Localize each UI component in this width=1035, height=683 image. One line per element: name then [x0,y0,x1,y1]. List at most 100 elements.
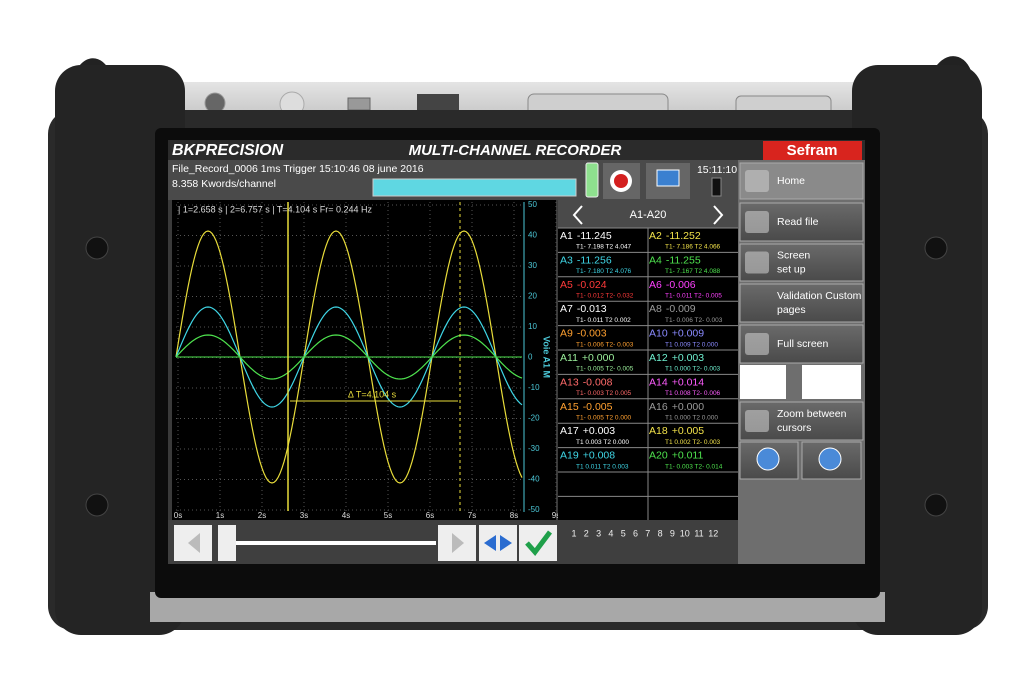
x-tick-label: 9s [552,511,560,520]
page-number[interactable]: 2 [584,528,589,538]
arrow-icon [452,533,464,553]
channel-value: +0.003 [583,425,616,437]
zoom-in-icon [818,447,842,471]
channel-reading: A6 -0.006 [649,279,696,291]
channel-value: -11.252 [666,230,701,242]
channel-name: A15 [560,401,579,413]
menu-icon [745,211,769,233]
group-nav [558,200,738,228]
menu-button[interactable] [739,283,864,323]
channel-cursors: T1- 0.003 T2- 0.014 [665,463,723,470]
x-tick-label: 0s [174,511,182,520]
channel-reading: A17 +0.003 [560,425,615,437]
channel-value: -0.024 [577,279,607,291]
channel-name: A14 [649,376,668,388]
channel-name: A3 [560,254,573,266]
channel-reading: A1 -11.245 [560,230,612,242]
usb-port [347,97,371,111]
menu-icon [745,170,769,192]
battery [585,162,599,198]
x-tick-label: 2s [258,511,266,520]
y-tick-label: 50 [528,200,537,209]
channel-value: +0.014 [672,376,705,388]
page-number[interactable]: 7 [645,528,650,538]
channel-cursors: T1 0.000 T2 0.000 [665,415,718,422]
arrow-icon [188,533,200,553]
x-tick-label: 7s [468,511,476,520]
channel-value: +0.000 [672,401,705,413]
channel-cursors: T1- 0.012 T2- 0.032 [576,293,634,300]
x-tick-label: 3s [300,511,308,520]
clock: 15:11:10 [697,164,737,176]
channel-cursors: T1- 0.003 T2 0.005 [576,390,632,397]
channel-reading: A18 +0.005 [649,425,704,437]
channel-cursors: T1- 7.198 T2 4.047 [576,244,632,251]
channel-name: A7 [560,303,573,315]
channel-value: -11.256 [577,254,612,266]
side-bumper [55,65,185,635]
page-bar [558,520,738,564]
channel-reading: A11 +0.000 [560,352,614,364]
zoom-out-icon [756,447,780,471]
channel-cursors: T1- 0.011 T2 0.002 [576,317,631,324]
channel-cursors: T1 0.000 T2- 0.003 [665,366,721,373]
menu-label: cursors [777,422,811,434]
channel-name: A13 [560,376,579,388]
y-tick-label: -20 [528,414,540,423]
validate-button[interactable] [519,525,557,561]
channel-name: A6 [649,279,662,291]
channel-value: +0.011 [672,449,704,461]
page-number[interactable]: 8 [658,528,663,538]
channel-cursors: T1 0.011 T2 0.003 [576,463,629,470]
menu-button[interactable] [740,365,786,399]
channel-value: +0.009 [672,327,705,339]
page-number[interactable]: 10 [680,528,690,538]
channel-reading: A12 +0.003 [649,352,704,364]
y-tick-label: -30 [528,444,540,453]
channel-name: A2 [649,230,662,242]
page-number[interactable]: 5 [621,528,626,538]
status-text: File_Record_0006 1ms Trigger 15:10:46 08… [172,163,424,175]
channel-cursors: T1- 7.180 T2 4.076 [576,268,632,275]
channel-cursors: T1- 0.005 T2- 0.005 [576,366,634,373]
channel-value: -0.006 [666,279,696,291]
channel-name: A16 [649,401,668,413]
prev-group[interactable] [572,205,583,225]
channel-value: +0.008 [583,449,616,461]
channel-reading: A13 -0.008 [560,376,613,388]
menu-label: Validation Custom [777,290,862,302]
slider-thumb[interactable] [218,525,236,561]
channel-cursors: T1 0.009 T2 0.000 [665,341,718,348]
channel-value: -0.003 [577,327,607,339]
page-number[interactable]: 1 [571,528,576,538]
channel-value: -11.255 [666,254,701,266]
page-number[interactable]: 9 [670,528,675,538]
slider-track [236,541,436,545]
page-number[interactable]: 6 [633,528,638,538]
x-tick-label: 6s [426,511,434,520]
y-tick-label: -40 [528,475,540,484]
y-tick-label: 30 [528,261,537,270]
page-number[interactable]: 3 [596,528,601,538]
menu-label: Zoom between [777,408,847,420]
group-label: A1-A20 [630,209,667,221]
menu-button[interactable] [802,365,861,399]
page-number[interactable]: 4 [608,528,613,538]
y-tick-label: 0 [528,353,533,362]
page-number[interactable]: 11 [694,528,703,538]
menu-icon [745,251,769,274]
channel-reading: A16 +0.000 [649,401,704,413]
channel-value: +0.005 [672,425,705,437]
menu-label: Read file [777,216,819,228]
y-tick-label: -50 [528,505,540,514]
channel-reading: A14 +0.014 [649,376,704,388]
x-tick-label: 1s [216,511,224,520]
page-number[interactable]: 12 [708,528,718,538]
usb-icon [711,177,722,197]
record-icon [614,174,628,188]
status-text: 8.358 Kwords/channel [172,178,276,190]
channel-reading: A4 -11.255 [649,254,701,266]
next-group[interactable] [713,205,724,225]
waveform [175,230,523,484]
